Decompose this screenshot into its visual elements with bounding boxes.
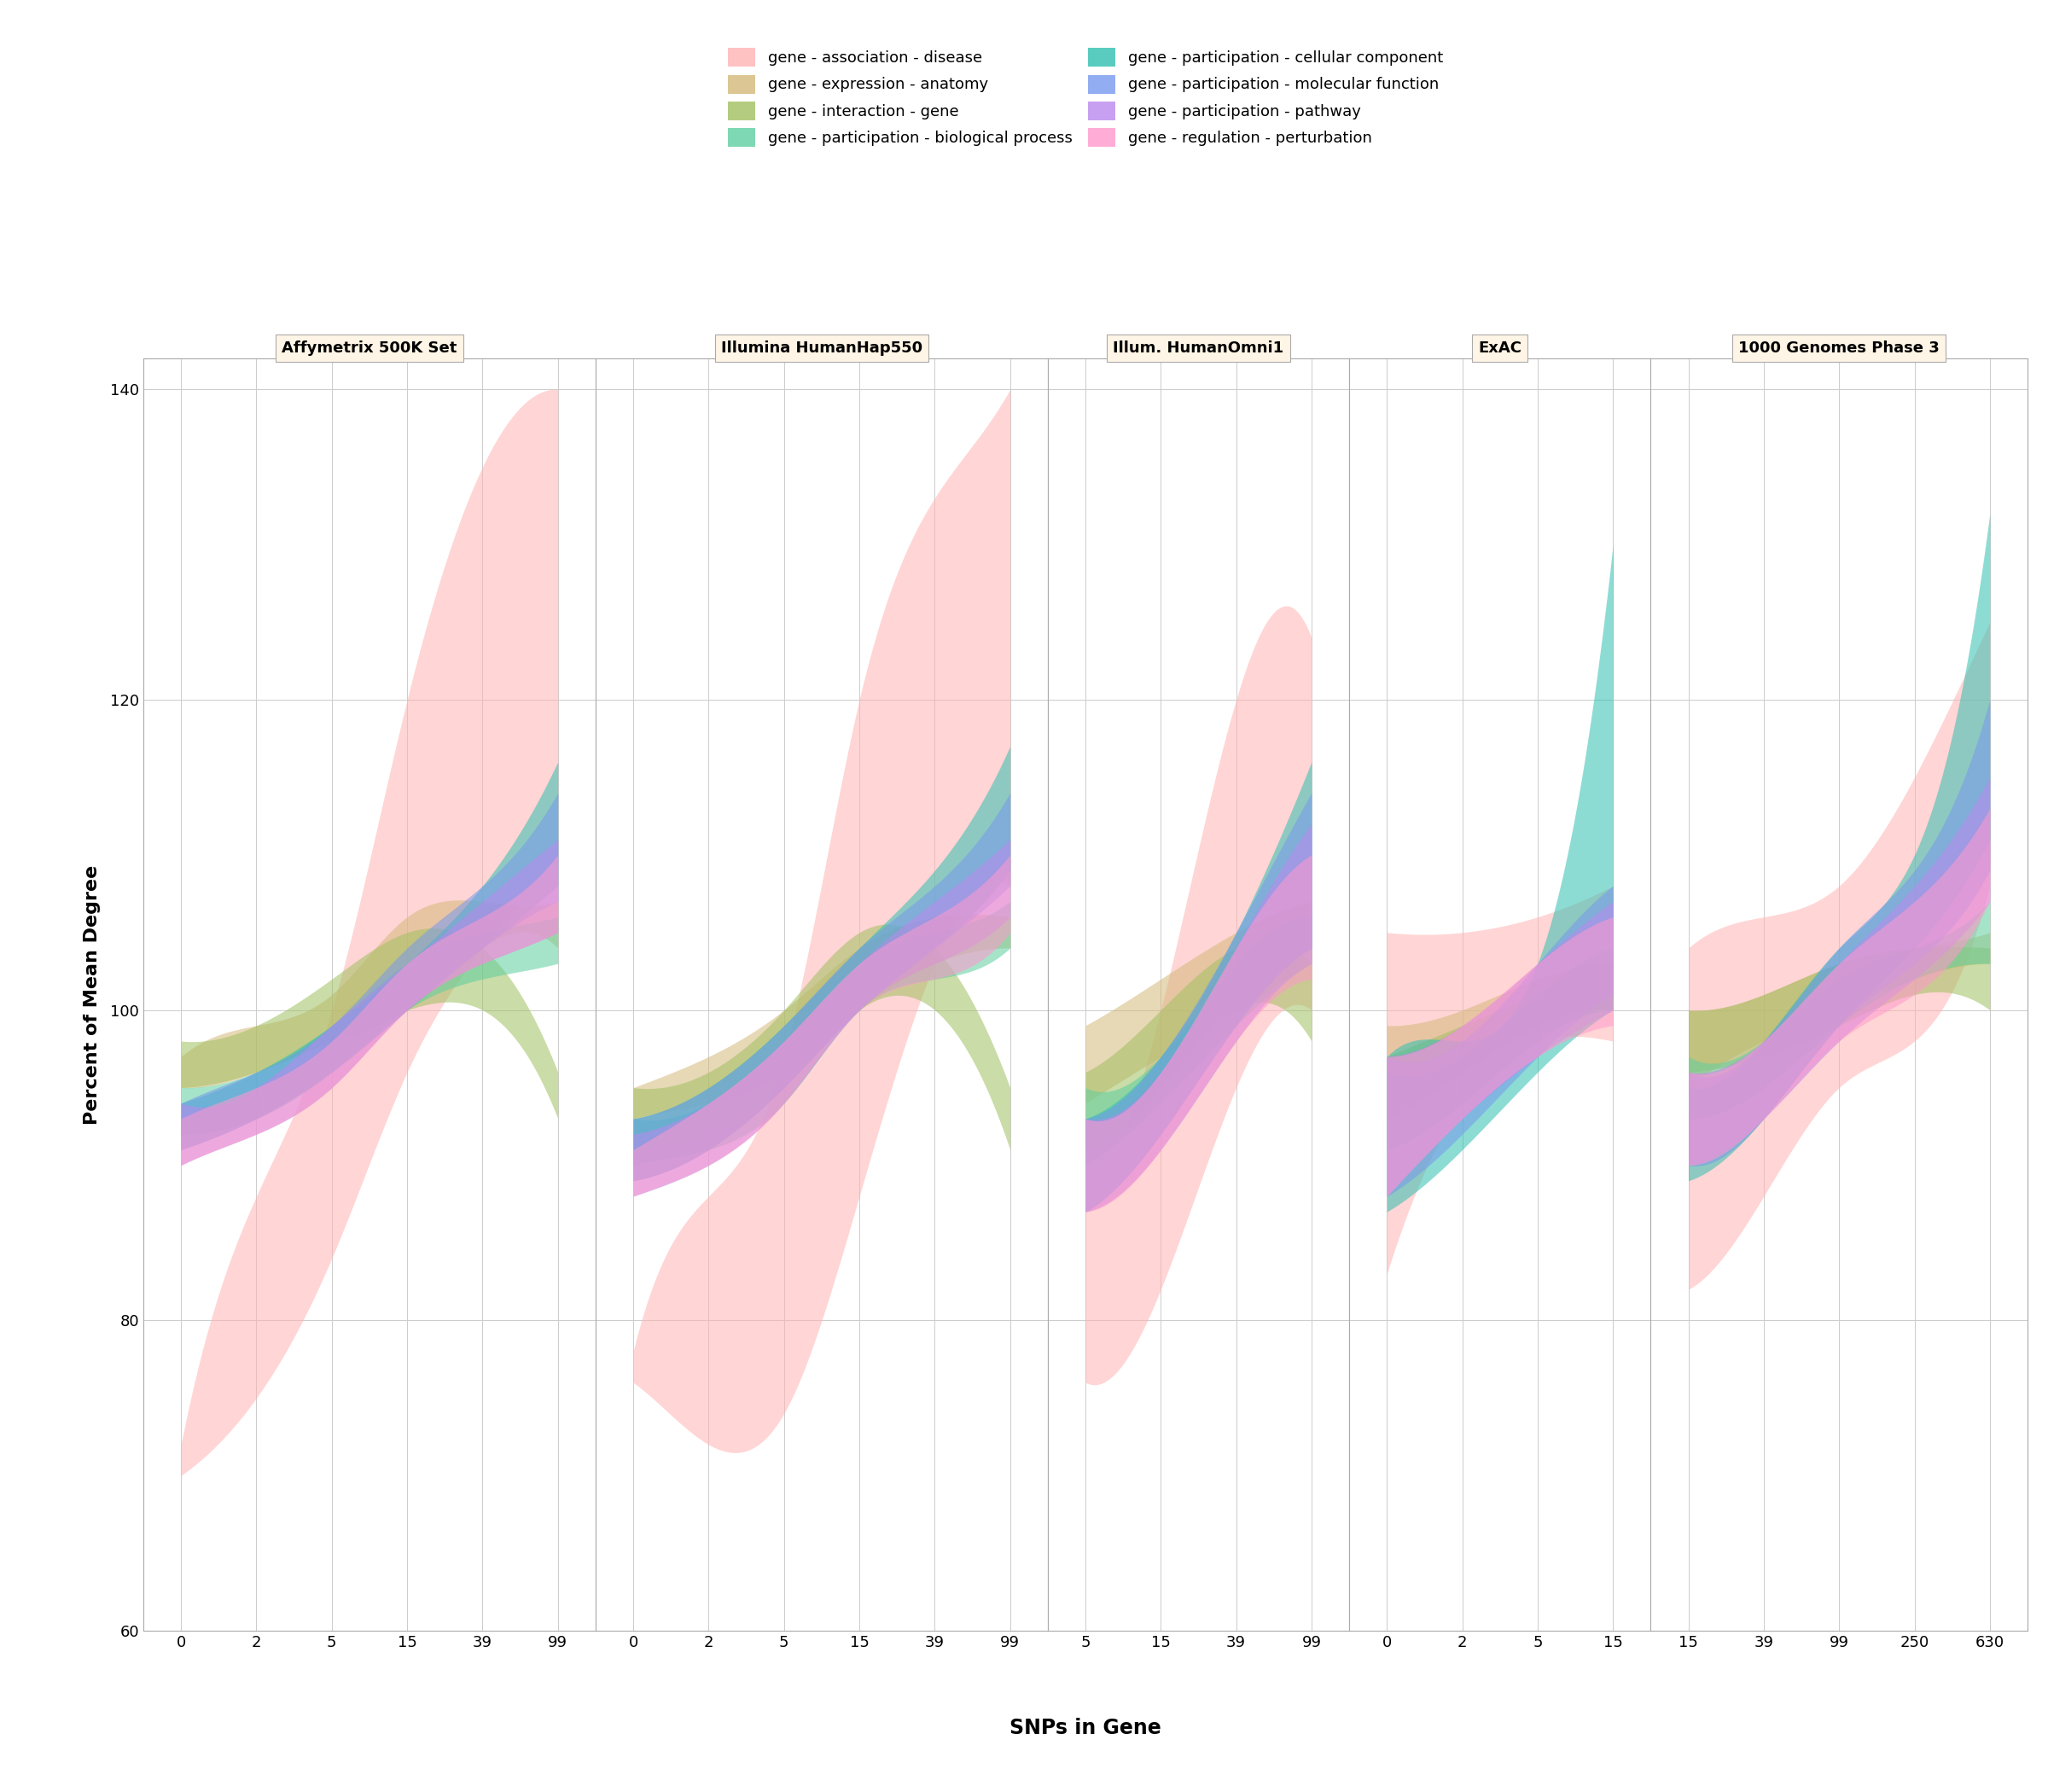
Title: 1000 Genomes Phase 3: 1000 Genomes Phase 3 (1739, 340, 1939, 357)
Title: Illum. HumanOmni1: Illum. HumanOmni1 (1114, 340, 1284, 357)
Title: Illumina HumanHap550: Illumina HumanHap550 (721, 340, 922, 357)
Title: Affymetrix 500K Set: Affymetrix 500K Set (283, 340, 457, 357)
Legend: gene - association - disease, gene - expression - anatomy, gene - interaction - : gene - association - disease, gene - exp… (723, 43, 1448, 151)
Title: ExAC: ExAC (1479, 340, 1522, 357)
Text: SNPs in Gene: SNPs in Gene (1010, 1719, 1161, 1738)
Y-axis label: Percent of Mean Degree: Percent of Mean Degree (84, 866, 100, 1124)
